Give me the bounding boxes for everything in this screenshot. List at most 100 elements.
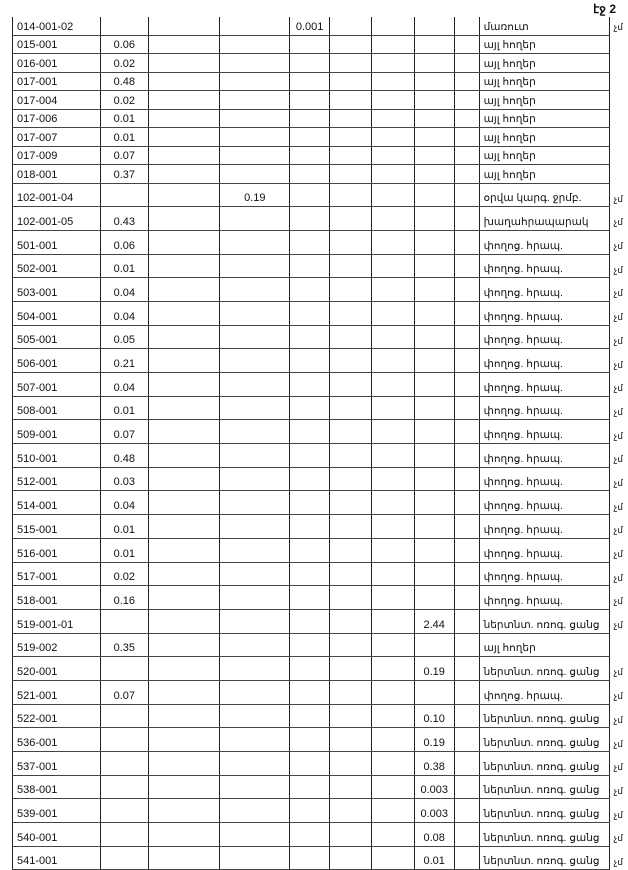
area-value [147, 230, 220, 255]
table-row: 536-001 0.19 ներտնտ. ոռոգ. ցանց չմ [12, 727, 628, 752]
area-value [370, 372, 415, 397]
area-value [370, 562, 415, 587]
area-value: 0.07 [99, 680, 149, 705]
table-row: 512-001 0.03 փողոց. հրապ. չմ [12, 467, 628, 492]
area-value [329, 751, 372, 776]
parcel-code: 536-001 [12, 727, 101, 752]
area-value: 0.19 [413, 727, 455, 752]
parcel-code: 514-001 [12, 490, 101, 516]
row-mark: չմ [613, 762, 623, 773]
area-value [219, 206, 290, 231]
row-mark: չմ [613, 312, 623, 323]
area-value: 0.04 [99, 277, 149, 302]
area-value [219, 514, 290, 539]
row-mark [609, 72, 627, 91]
area-value: 0.01 [99, 514, 149, 539]
area-value [370, 230, 415, 255]
land-use-description: փողոց. հրապ. [478, 254, 610, 279]
area-value [329, 72, 372, 91]
row-mark: չմ [613, 359, 623, 370]
parcel-code: 517-001 [12, 562, 101, 587]
area-value [329, 846, 372, 870]
area-value [289, 846, 330, 870]
area-value [147, 633, 220, 658]
area-value [370, 656, 415, 681]
area-value [413, 348, 455, 373]
area-value [329, 90, 372, 110]
area-value [413, 254, 455, 279]
area-value [413, 90, 455, 110]
table-row: 510-001 0.48 փողոց. հրապ. չմ [12, 443, 628, 468]
area-value [289, 301, 330, 326]
parcel-code: 017-001 [12, 72, 101, 91]
row-mark: չմ [613, 667, 623, 678]
parcel-code: 102-001-04 [12, 183, 101, 208]
area-value [329, 230, 372, 255]
row-mark: չմ [613, 217, 623, 228]
table-row: 504-001 0.04 փողոց. հրապ. չմ [12, 301, 628, 326]
row-mark [609, 146, 627, 165]
area-value [219, 53, 290, 73]
parcel-code: 541-001 [12, 846, 101, 870]
area-value [370, 348, 415, 373]
area-value [147, 514, 220, 539]
area-value [329, 301, 372, 326]
parcel-code: 515-001 [12, 514, 101, 539]
area-value [147, 325, 220, 350]
parcel-code: 520-001 [12, 656, 101, 681]
area-value [147, 109, 220, 128]
area-value [453, 467, 480, 492]
row-mark: չմ [613, 620, 623, 631]
parcel-code: 503-001 [12, 277, 101, 302]
area-value [329, 146, 372, 165]
area-value [219, 396, 290, 421]
parcel-code: 507-001 [12, 372, 101, 397]
parcel-code: 538-001 [12, 775, 101, 800]
area-value [413, 109, 455, 128]
page-number: էջ 2 [593, 2, 616, 16]
area-value [453, 206, 480, 231]
row-mark: չմ [613, 454, 623, 465]
area-value [453, 127, 480, 147]
area-value [370, 183, 415, 208]
area-value: 0.01 [99, 396, 149, 421]
area-value [147, 53, 220, 73]
land-use-description: այլ հողեր [478, 35, 610, 54]
area-value: 0.16 [99, 585, 149, 610]
area-value [147, 609, 220, 634]
area-value [289, 53, 330, 73]
area-value [413, 230, 455, 255]
table-row: 018-001 0.37 այլ հողեր [12, 164, 628, 184]
area-value [147, 90, 220, 110]
area-value [289, 325, 330, 350]
area-value [453, 846, 480, 870]
area-value [289, 704, 330, 729]
area-value [219, 562, 290, 587]
area-value [453, 17, 480, 36]
area-value [413, 490, 455, 516]
area-value [413, 396, 455, 421]
area-value [413, 164, 455, 184]
area-value [370, 443, 415, 468]
area-value [453, 348, 480, 373]
table-row: 017-001 0.48 այլ հողեր [12, 72, 628, 91]
area-value [289, 396, 330, 421]
area-value [147, 419, 220, 445]
area-value [413, 206, 455, 231]
area-value: 0.05 [99, 325, 149, 350]
area-value [370, 704, 415, 729]
row-mark: չմ [613, 383, 623, 394]
area-value [289, 490, 330, 516]
area-value: 0.003 [413, 798, 455, 824]
area-value [453, 183, 480, 208]
area-value [453, 254, 480, 279]
area-value [453, 72, 480, 91]
land-use-description: փողոց. հրապ. [478, 585, 610, 610]
row-mark [609, 54, 627, 73]
row-mark: չմ [613, 809, 623, 820]
area-value [99, 775, 149, 800]
table-row: 017-004 0.02 այլ հողեր [12, 90, 628, 110]
area-value: 0.48 [99, 443, 149, 468]
area-value [219, 254, 290, 279]
row-mark: չմ [613, 785, 623, 796]
